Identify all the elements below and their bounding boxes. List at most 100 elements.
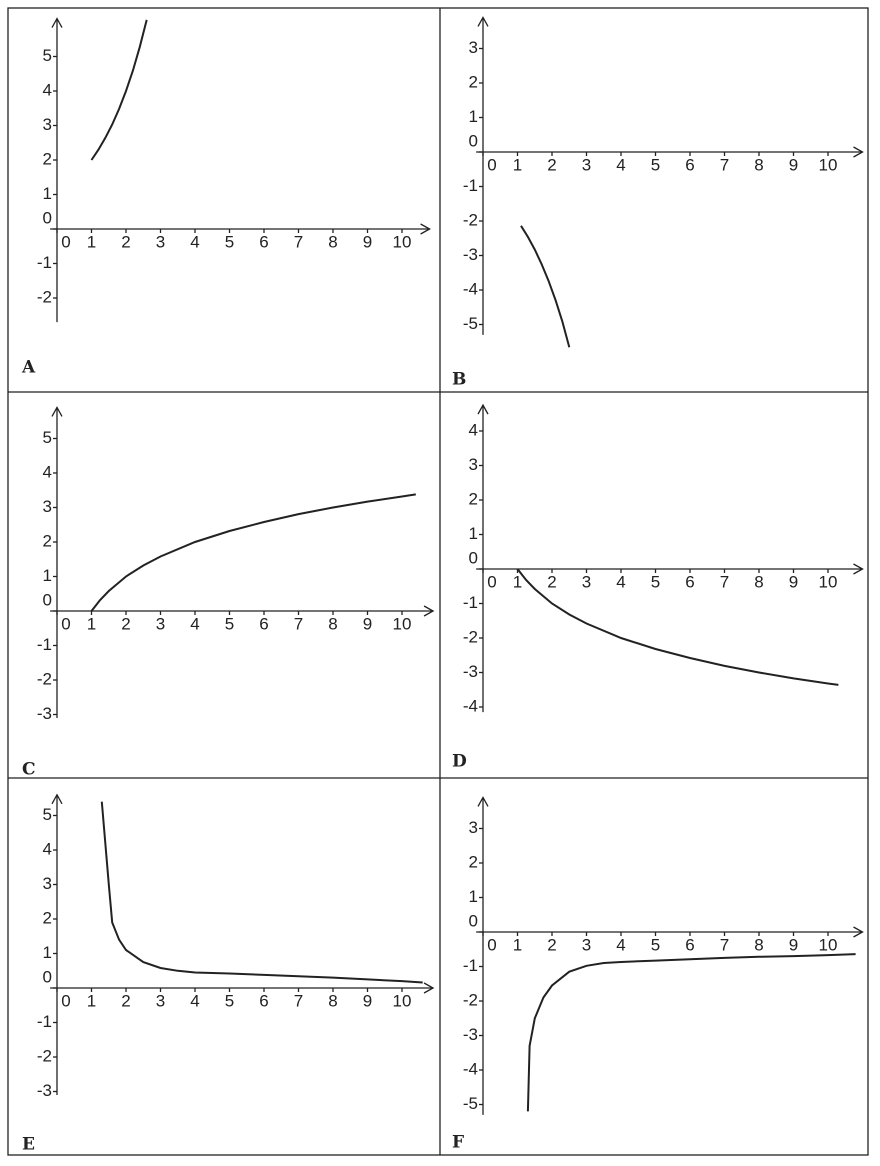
y-tick-label: 5 [43,428,52,447]
y-axis-arrow [51,406,63,417]
x-tick-label: 8 [328,991,337,1010]
x-tick-label: 3 [156,232,165,251]
x-tick-label: 8 [754,155,763,174]
y-tick-label: 2 [43,531,52,550]
x-tick-label: 10 [819,155,838,174]
x-tick-label: 1 [87,614,96,633]
x-tick-label: 4 [616,572,625,591]
x-tick-label: 2 [547,935,556,954]
x-tick-label: 1 [513,935,522,954]
x-tick-label: 5 [225,232,234,251]
x-tick-label: 3 [156,614,165,633]
x-tick-label: 0 [61,232,70,251]
table-border [7,7,869,1156]
y-tick-label: 3 [469,818,478,837]
y-tick-label: 0 [469,911,478,930]
y-tick-label: 1 [469,107,478,126]
x-tick-label: 2 [121,614,130,633]
x-tick-label: 5 [651,572,660,591]
x-tick-label: 8 [328,232,337,251]
curve [520,225,571,348]
y-tick-label: 0 [43,967,52,986]
y-tick-label: 2 [469,852,478,871]
y-tick-label: -2 [37,1046,52,1065]
x-tick-label: 0 [487,935,496,954]
y-tick-label: 2 [43,908,52,927]
x-tick-label: 2 [121,991,130,1010]
curve [90,493,416,612]
x-tick-label: 8 [754,572,763,591]
y-axis-arrow [51,793,63,805]
y-tick-label: -4 [463,1059,478,1078]
y-tick-label: 4 [43,80,52,99]
y-tick-label: 3 [469,455,478,474]
y-tick-label: 2 [43,149,52,168]
x-tick-label: 2 [547,155,556,174]
x-tick-label: 10 [393,614,412,633]
curve [100,801,423,984]
panel-label: E [22,1135,35,1155]
x-tick-label: 6 [685,572,694,591]
x-axis-arrow [853,926,864,938]
y-tick-label: -3 [37,1081,52,1100]
x-tick-label: 4 [190,614,199,633]
y-tick-label: -2 [463,210,478,229]
y-tick-label: -3 [37,704,52,723]
curve [516,568,839,686]
y-tick-label: 1 [43,943,52,962]
x-tick-label: 5 [225,614,234,633]
y-tick-label: 0 [43,590,52,609]
x-tick-label: 9 [363,614,372,633]
y-tick-label: 2 [469,72,478,91]
x-tick-label: 4 [616,155,625,174]
curve [90,19,148,161]
x-tick-label: 1 [513,155,522,174]
x-tick-label: 1 [87,232,96,251]
x-tick-label: 4 [190,232,199,251]
y-tick-label: -5 [463,1094,478,1113]
x-tick-label: 6 [259,614,268,633]
x-tick-label: 9 [789,155,798,174]
x-axis-arrow [423,605,435,617]
panel-label: A [21,358,36,378]
x-tick-label: 10 [819,572,838,591]
y-tick-label: 4 [43,839,52,858]
x-tick-label: 3 [582,155,591,174]
curve [526,953,856,1112]
x-tick-label: 9 [363,991,372,1010]
x-tick-label: 8 [328,614,337,633]
y-tick-label: -5 [463,314,478,333]
x-tick-label: 7 [720,572,729,591]
y-tick-label: 3 [43,497,52,516]
x-tick-label: 7 [294,614,303,633]
x-axis-arrow [853,146,864,158]
y-axis-arrow [477,16,489,27]
x-tick-label: 0 [487,572,496,591]
y-tick-label: -2 [463,990,478,1009]
x-tick-label: 0 [61,991,70,1010]
x-tick-label: 2 [121,232,130,251]
x-tick-label: 1 [87,991,96,1010]
y-tick-label: -4 [463,279,478,298]
panel-label: C [22,760,36,780]
x-tick-label: 6 [685,155,694,174]
y-tick-label: -3 [463,662,478,681]
x-tick-label: 8 [754,935,763,954]
y-axis-arrow [477,403,489,415]
x-axis-arrow [853,563,864,575]
y-tick-label: 5 [43,805,52,824]
x-tick-label: 5 [651,155,660,174]
y-tick-label: -1 [37,1012,52,1031]
x-tick-label: 7 [294,232,303,251]
y-tick-label: 0 [469,548,478,567]
y-tick-label: 1 [43,566,52,585]
x-tick-label: 6 [259,232,268,251]
x-tick-label: 6 [259,991,268,1010]
y-tick-label: 3 [469,38,478,57]
panel-label: F [452,1133,464,1153]
y-tick-label: 1 [469,524,478,543]
y-tick-label: 3 [43,115,52,134]
x-tick-label: 5 [225,991,234,1010]
